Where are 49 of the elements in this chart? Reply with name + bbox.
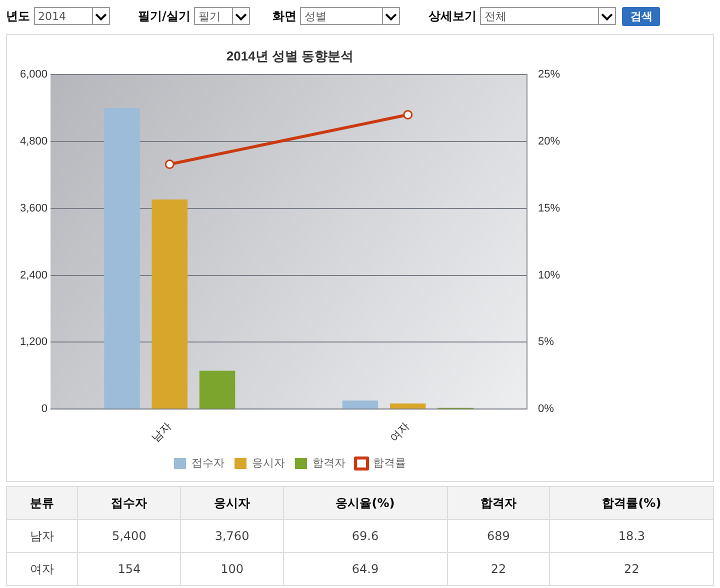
y2-tick-label: 20% [538, 136, 560, 148]
bar [342, 400, 378, 409]
legend-label: 합격자 [312, 458, 346, 470]
data-label: 5,400 [78, 520, 181, 552]
text: 화면 [272, 8, 296, 24]
data-label: 69.6 [283, 520, 448, 552]
category-label: 남자 [6, 520, 78, 552]
y-tick-label: 1,200 [20, 336, 48, 348]
y2-tick-label: 10% [538, 269, 560, 282]
data-label: 3,760 [180, 520, 284, 552]
y2-tick-label: 5% [538, 336, 554, 348]
data-label: 22 [550, 552, 714, 586]
text: 접수자 [78, 486, 181, 520]
text: 년도 [6, 8, 30, 24]
y2-tick-label: 25% [538, 68, 560, 81]
data-label: 18.3 [550, 520, 714, 552]
y-tick-label: 0 [41, 403, 48, 416]
y2-tick-label: 15% [538, 202, 560, 214]
y-tick-label: 3,600 [20, 202, 48, 214]
dropdown-field: 성별 [300, 7, 400, 25]
dropdown-field: 2014 [34, 7, 110, 25]
data-label: 64.9 [283, 552, 448, 586]
text: 합격자 [447, 486, 550, 520]
y-tick-label: 6,000 [20, 68, 48, 81]
bar [152, 199, 188, 409]
data-label: 100 [180, 552, 284, 586]
dropdown-field: 필기 [194, 7, 250, 25]
category-label: 여자 [6, 552, 78, 586]
dropdown-field: 전체 [480, 7, 616, 25]
search-button: 검색 [622, 6, 660, 26]
text: 응시율(%) [283, 486, 448, 520]
text: 필기/실기 [138, 8, 190, 24]
legend-label: 합격률 [373, 458, 406, 470]
text: 합격률(%) [550, 486, 714, 520]
y-tick-label: 2,400 [20, 269, 48, 282]
data-label: 154 [78, 552, 181, 586]
legend-label: 접수자 [192, 458, 224, 470]
bar [390, 404, 426, 409]
text: 응시자 [180, 486, 284, 520]
data-label: 689 [447, 520, 550, 552]
legend-label: 응시자 [252, 458, 285, 470]
text: 상세보기 [428, 8, 476, 24]
y2-tick-label: 0% [538, 403, 554, 416]
data-label: 22 [447, 552, 550, 586]
bar [199, 370, 236, 409]
text: 분류 [6, 486, 78, 520]
y-tick-label: 4,800 [20, 136, 48, 148]
bar [104, 108, 140, 409]
chart-title: 2014년 성별 동향분석 [226, 48, 354, 64]
